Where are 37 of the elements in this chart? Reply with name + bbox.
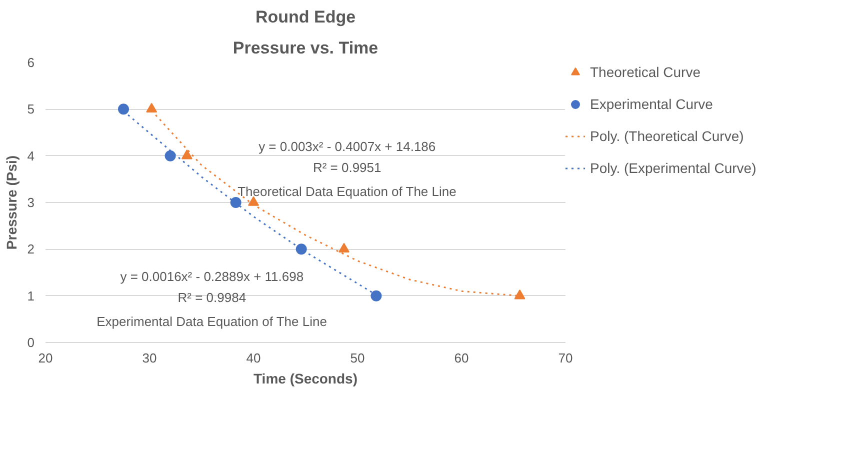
y-tick-label: 0 bbox=[27, 335, 35, 350]
x-tick-label: 70 bbox=[558, 350, 573, 366]
y-tick-label: 3 bbox=[27, 195, 35, 210]
annotation: y = 0.003x² - 0.4007x + 14.186 bbox=[258, 139, 436, 154]
annotation: y = 0.0016x² - 0.2889x + 11.698 bbox=[120, 269, 304, 284]
chart-subtitle: Pressure vs. Time bbox=[232, 38, 378, 58]
annotation: R² = 0.9984 bbox=[178, 290, 246, 306]
y-tick-label: 5 bbox=[27, 102, 35, 117]
point bbox=[146, 102, 158, 113]
y-tick-label: 6 bbox=[27, 55, 35, 70]
x-axis-title: Time (Seconds) bbox=[254, 370, 358, 386]
annotation: Experimental Data Equation of The Line bbox=[96, 314, 327, 329]
x-tick-label: 20 bbox=[38, 350, 53, 366]
annotation: R² = 0.9951 bbox=[312, 160, 382, 175]
annotation: Theoretical Data Equation of The Line bbox=[238, 184, 456, 199]
point bbox=[248, 196, 259, 206]
point bbox=[338, 242, 350, 253]
legend-label: Theoretical Curve bbox=[590, 64, 700, 80]
x-tick-label: 40 bbox=[246, 350, 261, 366]
x-tick-label: 30 bbox=[142, 350, 157, 366]
y-tick-label: 2 bbox=[27, 242, 35, 257]
point bbox=[118, 104, 129, 115]
x-tick-label: 50 bbox=[350, 350, 365, 366]
legend-label: Poly. (Experimental Curve) bbox=[590, 160, 756, 176]
point bbox=[514, 290, 526, 300]
point bbox=[370, 290, 382, 302]
legend-label: Experimental Curve bbox=[590, 96, 713, 112]
chart-title: Round Edge bbox=[255, 8, 356, 26]
point bbox=[164, 150, 176, 162]
point bbox=[230, 197, 242, 208]
y-axis-title: Pressure (Psi) bbox=[3, 155, 20, 250]
y-tick-label: 4 bbox=[27, 148, 35, 164]
y-tick-label: 1 bbox=[27, 288, 35, 304]
point bbox=[296, 244, 307, 255]
legend-label: Poly. (Theoretical Curve) bbox=[590, 128, 744, 144]
point bbox=[181, 150, 192, 160]
x-tick-label: 60 bbox=[454, 350, 469, 366]
